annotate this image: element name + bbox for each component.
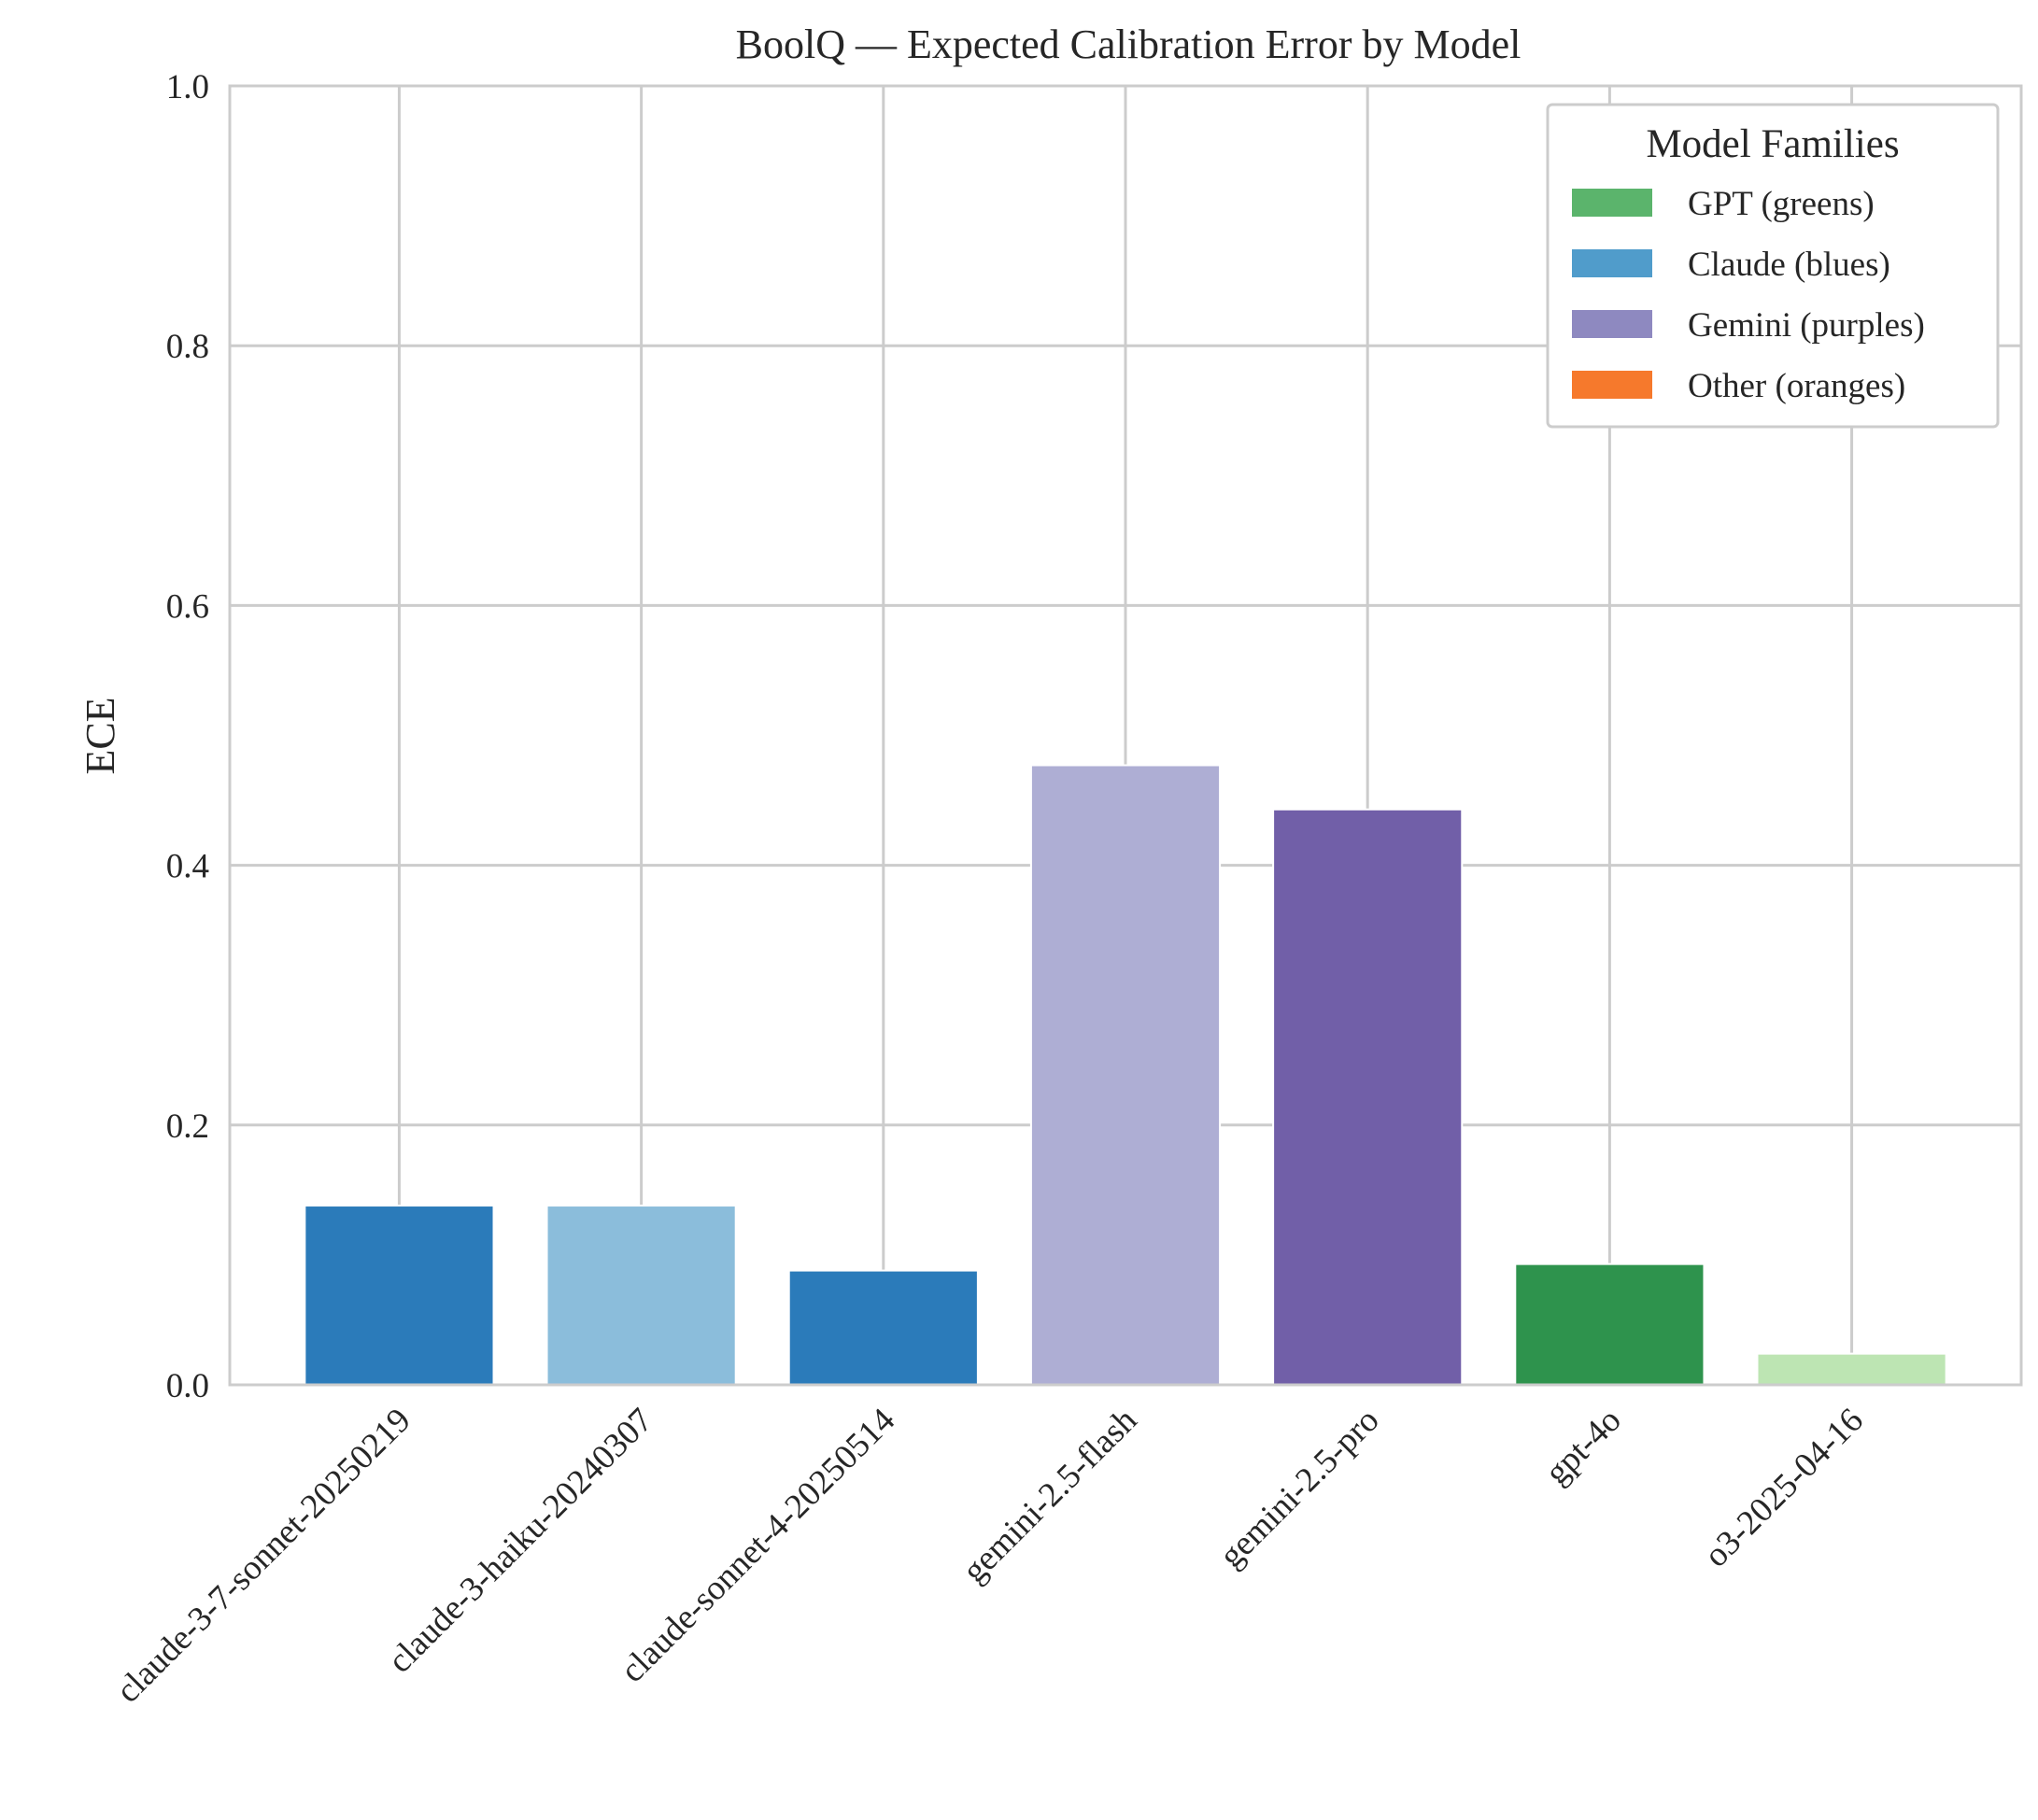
y-tick-label: 0.2 <box>166 1108 209 1146</box>
legend-swatch <box>1572 249 1652 277</box>
bar <box>1756 1352 1947 1386</box>
legend-title: Model Families <box>1646 122 1899 166</box>
legend-swatch <box>1572 189 1652 217</box>
legend: Model Families GPT (greens) Claude (blues… <box>1546 103 2000 429</box>
bar <box>1272 808 1464 1386</box>
x-tick-label: gpt-4o <box>1537 1401 1628 1491</box>
legend-swatch <box>1572 310 1652 338</box>
legend-box <box>1546 103 2000 429</box>
y-tick-label: 1.0 <box>166 68 209 106</box>
chart-title: BoolQ — Expected Calibration Error by Mo… <box>736 21 1521 67</box>
bar <box>1029 764 1222 1386</box>
y-tick-label: 0.6 <box>166 587 209 626</box>
y-tick-label: 0.8 <box>166 328 209 366</box>
x-tick-label: claude-3-haiku-20240307 <box>381 1401 660 1680</box>
y-axis-label: ECE <box>78 697 123 774</box>
bar <box>787 1269 979 1387</box>
x-tick-label: claude-sonnet-4-20250514 <box>614 1401 902 1689</box>
bars <box>304 764 1947 1387</box>
legend-item-label: GPT (greens) <box>1688 185 1875 223</box>
bar <box>545 1205 737 1386</box>
x-tick-labels: claude-3-7-sonnet-20250219claude-3-haiku… <box>109 1401 1871 1711</box>
bar <box>304 1205 495 1386</box>
legend-items: GPT (greens) Claude (blues) Gemini (purple… <box>1572 185 1925 405</box>
x-tick-label: gemini-2.5-flash <box>955 1401 1145 1590</box>
x-tick-label: o3-2025-04-16 <box>1697 1401 1871 1574</box>
y-tick-label: 0.0 <box>166 1367 209 1405</box>
legend-item-label: Other (oranges) <box>1688 367 1905 405</box>
legend-item-label: Gemini (purples) <box>1688 306 1925 345</box>
bar <box>1514 1263 1705 1386</box>
legend-item-label: Claude (blues) <box>1688 246 1890 284</box>
plot-frame <box>228 84 2023 1387</box>
legend-swatch <box>1572 371 1652 399</box>
x-tick-label: claude-3-7-sonnet-20250219 <box>109 1401 418 1710</box>
y-tick-labels: 0.0 0.2 0.4 0.6 0.8 1.0 <box>166 68 209 1405</box>
y-tick-label: 0.4 <box>166 848 209 886</box>
x-tick-label: gemini-2.5-pro <box>1212 1401 1387 1575</box>
